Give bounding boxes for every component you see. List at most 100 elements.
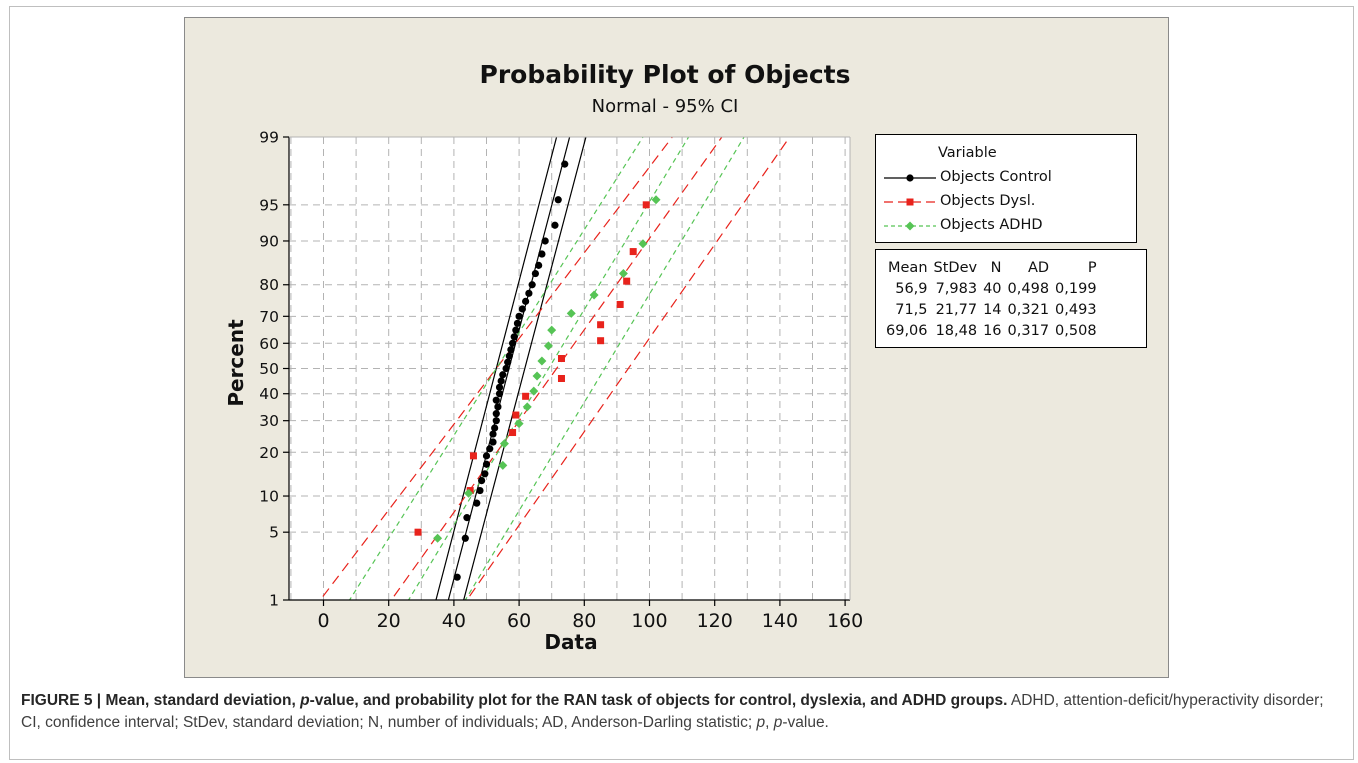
caption-label: FIGURE 5 | — [21, 692, 106, 709]
cell-p: 0,493 — [1055, 301, 1097, 318]
cell-n: 40 — [983, 280, 1002, 297]
legend: Variable Objects Control Objects Dysl. O… — [875, 134, 1137, 243]
figure-caption: FIGURE 5 | Mean, standard deviation, p-v… — [21, 690, 1331, 734]
data-point-adhd — [589, 290, 599, 300]
data-point-control — [513, 319, 522, 327]
data-point-control — [489, 430, 497, 438]
fit-lines — [319, 137, 791, 600]
legend-item-adhd: Objects ADHD — [876, 215, 1138, 237]
objects-dysl--ci-lower — [319, 137, 674, 600]
x-tick-label: 40 — [442, 610, 466, 632]
cell-mean: 56,9 — [895, 280, 928, 297]
data-point-control — [515, 312, 523, 320]
chart-subtitle: Normal - 95% CI — [592, 96, 739, 117]
table-row: 69,06 18,48 16 0,317 0,508 — [880, 320, 1097, 341]
caption-p-italic: p — [756, 714, 766, 731]
caption-p-italic: p — [773, 714, 783, 731]
data-point-control — [473, 499, 481, 507]
data-point-control — [554, 196, 562, 204]
axes: 0 20 40 60 80 100 120 140 160 1 5 10 20 30 40 50 60 70 80 9… — [259, 129, 863, 633]
y-tick-label: 10 — [259, 488, 279, 506]
y-tick-label: 20 — [259, 444, 279, 462]
data-point-control — [531, 269, 539, 278]
objects-control-fit-line — [447, 137, 571, 600]
data-point-dyslexia — [509, 429, 517, 437]
cell-ad: 0,317 — [1007, 322, 1050, 339]
data-point-dyslexia — [642, 201, 650, 209]
data-point-dyslexia — [597, 337, 605, 345]
legend-label-control: Objects Control — [940, 169, 1052, 185]
data-point-control — [478, 476, 486, 485]
header-mean: Mean — [888, 260, 928, 276]
data-point-control — [482, 452, 491, 460]
objects-control-ci-lower — [435, 137, 558, 600]
caption-p-italic: p — [300, 692, 310, 709]
objects-dysl--ci-upper — [466, 137, 791, 600]
cell-p: 0,199 — [1055, 280, 1097, 297]
legend-label-dyslexia: Objects Dysl. — [940, 193, 1036, 209]
data-point-adhd — [651, 195, 661, 205]
data-point-dyslexia — [522, 392, 530, 400]
y-tick-label: 70 — [259, 308, 279, 326]
statistics-grid: Mean StDev N AD P 56,9 7,983 40 0,498 0,… — [880, 258, 1097, 341]
cell-mean: 69,06 — [886, 322, 928, 339]
data-point-dyslexia — [414, 528, 422, 536]
data-point-control — [461, 534, 469, 542]
y-axis-label: Percent — [224, 319, 248, 407]
cell-stdev: 21,77 — [935, 301, 978, 318]
cell-n: 16 — [983, 322, 1002, 339]
caption-body-c: -value. — [782, 714, 829, 731]
data-point-adhd — [433, 533, 443, 543]
x-axis-label: Data — [544, 630, 597, 654]
x-tick-label: 120 — [697, 610, 733, 632]
data-point-control — [492, 396, 500, 404]
data-point-dyslexia — [512, 411, 520, 419]
data-point-control — [491, 424, 499, 432]
data-point-control — [512, 326, 520, 334]
data-point-adhd — [547, 325, 557, 335]
y-tick-label: 90 — [259, 232, 279, 250]
data-point-adhd — [566, 308, 576, 318]
x-tick-label: 100 — [631, 610, 667, 632]
data-point-adhd — [464, 488, 474, 498]
data-point-control — [502, 364, 510, 373]
data-point-dyslexia — [557, 374, 565, 382]
data-point-control — [492, 417, 500, 425]
data-point-control — [495, 390, 504, 398]
data-point-control — [528, 281, 536, 289]
data-point-control — [494, 403, 502, 411]
data-point-adhd — [537, 356, 547, 366]
data-point-control — [525, 289, 533, 297]
data-point-control — [507, 346, 515, 354]
header-n: N — [990, 260, 1002, 276]
data-point-control — [510, 333, 518, 341]
data-point-control — [495, 383, 504, 391]
data-point-adhd — [529, 386, 539, 396]
x-tick-label: 160 — [827, 610, 863, 632]
data-point-control — [492, 410, 500, 418]
data-point-control — [481, 470, 489, 478]
y-tick-label: 60 — [259, 335, 279, 353]
data-point-adhd — [543, 341, 553, 351]
cell-stdev: 7,983 — [935, 280, 978, 297]
data-point-control — [499, 371, 507, 379]
data-point-control — [504, 358, 512, 366]
data-point-control — [482, 460, 491, 468]
chart-title: Probability Plot of Objects — [480, 60, 851, 89]
data-point-dyslexia — [597, 321, 605, 329]
cell-mean: 71,5 — [895, 301, 928, 318]
objects-adhd-fit-line — [407, 137, 690, 600]
legend-label-adhd: Objects ADHD — [940, 217, 1043, 233]
caption-body-b: , — [765, 714, 774, 731]
y-tick-label: 50 — [259, 360, 279, 378]
y-tick-label: 30 — [259, 412, 279, 430]
legend-swatch-dyslexia — [884, 198, 936, 206]
data-point-control — [463, 514, 471, 522]
data-point-adhd — [499, 439, 509, 449]
cell-ad: 0,321 — [1007, 301, 1050, 318]
statistics-table: Mean StDev N AD P 56,9 7,983 40 0,498 0,… — [875, 249, 1147, 348]
data-points — [414, 160, 661, 581]
caption-body-a: ADHD, attention-deficit/hyperactivity di… — [21, 692, 1324, 731]
data-point-control — [476, 486, 484, 495]
cell-n: 14 — [983, 301, 1002, 318]
